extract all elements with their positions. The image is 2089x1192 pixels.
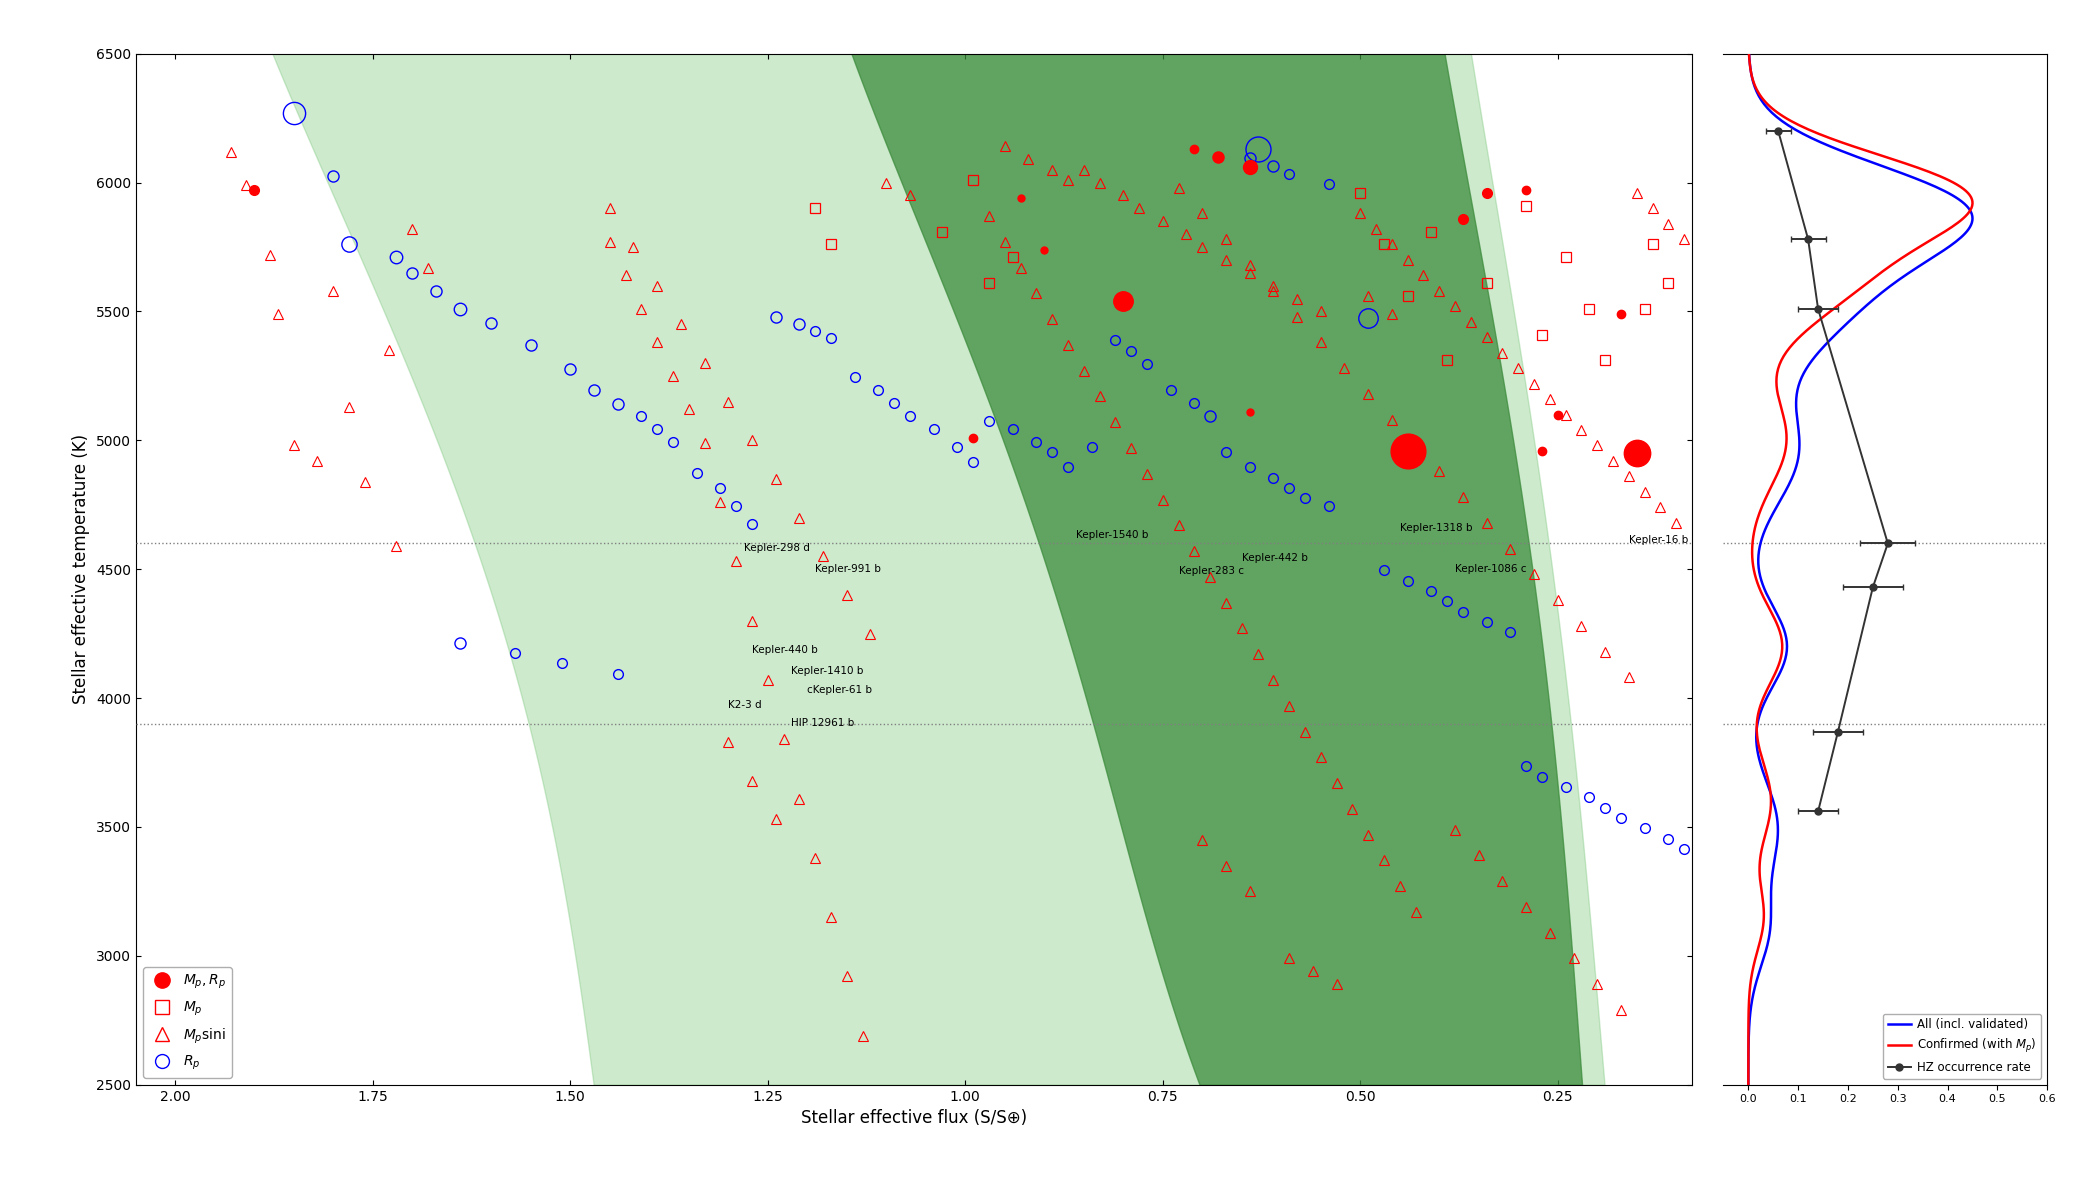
Text: Kepler-440 b: Kepler-440 b [752,645,817,654]
Text: K2-3 d: K2-3 d [729,701,762,710]
Text: Kepler-16 b: Kepler-16 b [1629,535,1688,546]
Text: Kepler-1540 b: Kepler-1540 b [1076,530,1149,540]
Legend: $M_p, R_p$, $M_p$, $M_p$sini, $R_p$: $M_p, R_p$, $M_p$, $M_p$sini, $R_p$ [142,968,232,1078]
Y-axis label: Stellar effective temperature (K): Stellar effective temperature (K) [73,434,90,704]
Text: Kepler-1410 b: Kepler-1410 b [792,665,865,676]
Text: HIP 12961 b: HIP 12961 b [792,719,854,728]
Text: Kepler-991 b: Kepler-991 b [815,564,882,573]
Text: Kepler-1318 b: Kepler-1318 b [1400,522,1473,533]
Text: Kepler-442 b: Kepler-442 b [1241,553,1308,564]
Text: cKepler-61 b: cKepler-61 b [806,685,873,695]
Text: Kepler-1086 c: Kepler-1086 c [1456,564,1527,573]
Text: Kepler-298 d: Kepler-298 d [744,544,811,553]
Legend: All (incl. validated), Confirmed (with $M_p$), HZ occurrence rate: All (incl. validated), Confirmed (with $… [1882,1013,2041,1079]
X-axis label: Stellar effective flux (S/S⊕): Stellar effective flux (S/S⊕) [800,1109,1028,1128]
Text: Kepler-283 c: Kepler-283 c [1178,566,1243,577]
